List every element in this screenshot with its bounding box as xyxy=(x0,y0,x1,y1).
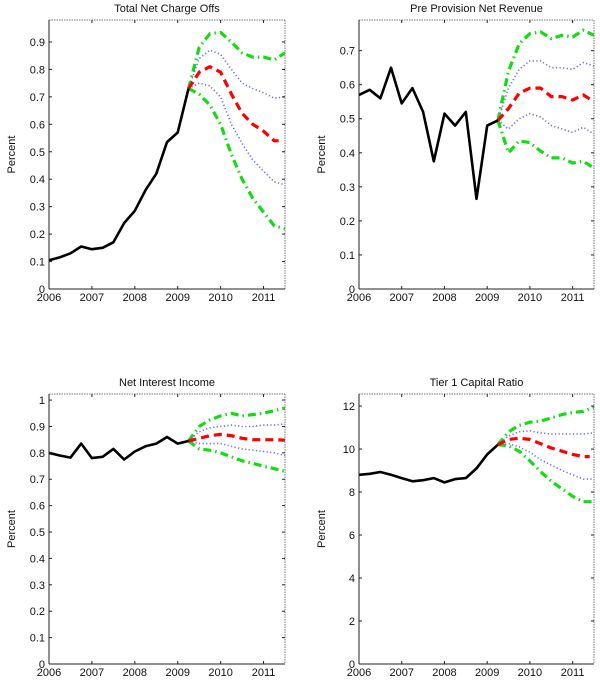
y-tick-label: 0.3 xyxy=(30,202,45,214)
y-tick-label: 6 xyxy=(349,530,355,542)
x-tick-label: 2008 xyxy=(123,667,147,679)
y-tick-label: 0 xyxy=(39,284,45,296)
series-line-history xyxy=(359,443,499,484)
series-line-lower-outer-band xyxy=(187,87,285,231)
series-line-lower-inner-band xyxy=(188,440,285,457)
series-line-upper-outer-band xyxy=(496,28,594,121)
x-tick-label: 2007 xyxy=(80,667,104,679)
x-tick-label: 2006 xyxy=(347,292,371,304)
y-tick-label: 0.2 xyxy=(30,229,45,241)
series-line-median xyxy=(496,86,594,122)
y-tick-label: 0.5 xyxy=(30,147,45,159)
y-tick-label: 0.8 xyxy=(30,448,45,460)
y-tick-label: 0.4 xyxy=(30,553,45,565)
y-tick-label: 0.4 xyxy=(30,174,45,186)
series-line-upper-outer-band xyxy=(186,30,285,90)
y-tick-label: 12 xyxy=(343,401,355,413)
y-tick-label: 0.2 xyxy=(30,606,45,618)
chart-title: Tier 1 Capital Ratio xyxy=(430,377,524,389)
y-tick-label: 0.3 xyxy=(30,580,45,592)
x-tick-label: 2009 xyxy=(475,292,499,304)
series-line-lower-inner-band xyxy=(497,112,594,135)
y-tick-label: 0.1 xyxy=(340,250,355,262)
x-tick-label: 2007 xyxy=(389,292,413,304)
y-tick-label: 0.6 xyxy=(30,501,45,513)
x-tick-label: 2009 xyxy=(165,667,189,679)
y-tick-label: 0.7 xyxy=(30,92,45,104)
x-tick-label: 2010 xyxy=(208,667,232,679)
x-tick-label: 2007 xyxy=(389,667,413,679)
series-line-upper-outer-band xyxy=(496,405,594,446)
series-group xyxy=(359,405,594,504)
chart-title: Pre Provision Net Revenue xyxy=(410,3,543,15)
x-tick-label: 2006 xyxy=(37,292,61,304)
chart-tier-1-capital-ratio: Tier 1 Capital Ratio Percent 2006 2007 2008 2… xyxy=(316,377,595,679)
chart-title: Net Interest Income xyxy=(119,377,215,389)
y-tick-label: 0 xyxy=(39,659,45,671)
chart-pre-provision-net-revenue: Pre Provision Net Revenue Percent 2006 2007… xyxy=(316,3,595,304)
y-tick-label: 0.7 xyxy=(30,474,45,486)
series-line-median xyxy=(187,65,279,143)
y-tick-label: 0.6 xyxy=(340,80,355,92)
y-tick-label: 0.4 xyxy=(340,148,355,160)
series-group xyxy=(359,28,594,201)
y-axis-label: Percent xyxy=(6,510,18,548)
series-line-median xyxy=(497,436,590,459)
series-line-history xyxy=(49,435,189,461)
series-line-history xyxy=(49,88,190,262)
x-tick-label: 2011 xyxy=(252,292,276,304)
x-tick-label: 2008 xyxy=(432,292,456,304)
x-tick-label: 2006 xyxy=(347,667,371,679)
y-axis-label: Percent xyxy=(6,136,18,174)
x-tick-label: 2008 xyxy=(432,667,456,679)
x-tick-label: 2011 xyxy=(561,292,585,304)
y-tick-label: 0.8 xyxy=(30,64,45,76)
series-group xyxy=(49,30,285,262)
y-tick-label: 0 xyxy=(349,659,355,671)
y-tick-label: 0.6 xyxy=(30,119,45,131)
y-tick-label: 0 xyxy=(349,284,355,296)
y-tick-label: 8 xyxy=(349,487,355,499)
y-tick-label: 0.2 xyxy=(340,216,355,228)
y-tick-label: 0.9 xyxy=(30,37,45,49)
x-tick-label: 2006 xyxy=(37,667,61,679)
y-axis-label: Percent xyxy=(316,510,328,548)
series-line-history xyxy=(359,66,499,201)
chart-title: Total Net Charge Offs xyxy=(114,3,220,15)
x-tick-label: 2008 xyxy=(123,292,147,304)
series-group xyxy=(49,406,285,473)
series-line-lower-inner-band xyxy=(497,442,594,480)
y-tick-label: 0.7 xyxy=(340,46,355,58)
x-tick-label: 2011 xyxy=(252,667,276,679)
series-line-lower-outer-band xyxy=(496,119,594,170)
x-tick-label: 2010 xyxy=(518,292,542,304)
y-tick-label: 0.3 xyxy=(340,182,355,194)
series-line-lower-outer-band xyxy=(497,443,594,504)
y-axis-label: Percent xyxy=(316,136,328,174)
chart-net-interest-income: Net Interest Income Percent 2006 2007 2008 20… xyxy=(6,377,286,679)
y-tick-label: 0.9 xyxy=(30,421,45,433)
y-tick-label: 0.5 xyxy=(340,114,355,126)
series-line-upper-outer-band xyxy=(187,406,285,442)
x-tick-label: 2009 xyxy=(475,667,499,679)
y-tick-label: 2 xyxy=(349,616,355,628)
y-tick-label: 10 xyxy=(343,444,355,456)
series-line-lower-outer-band xyxy=(187,439,285,473)
y-tick-label: 0.1 xyxy=(30,257,45,269)
x-tick-label: 2010 xyxy=(518,667,542,679)
x-tick-label: 2011 xyxy=(561,667,585,679)
series-line-upper-inner-band xyxy=(497,60,594,121)
chart-total-net-charge-offs: Total Net Charge Offs Percent 2006 2007 2008… xyxy=(6,3,286,304)
series-line-median xyxy=(188,432,285,443)
y-tick-label: 1 xyxy=(39,395,45,407)
x-tick-label: 2009 xyxy=(165,292,189,304)
y-tick-label: 4 xyxy=(349,573,355,585)
y-tick-label: 0.1 xyxy=(30,633,45,645)
y-tick-label: 0.5 xyxy=(30,527,45,539)
x-tick-label: 2010 xyxy=(208,292,232,304)
x-tick-label: 2007 xyxy=(80,292,104,304)
series-line-upper-inner-band xyxy=(187,49,285,99)
